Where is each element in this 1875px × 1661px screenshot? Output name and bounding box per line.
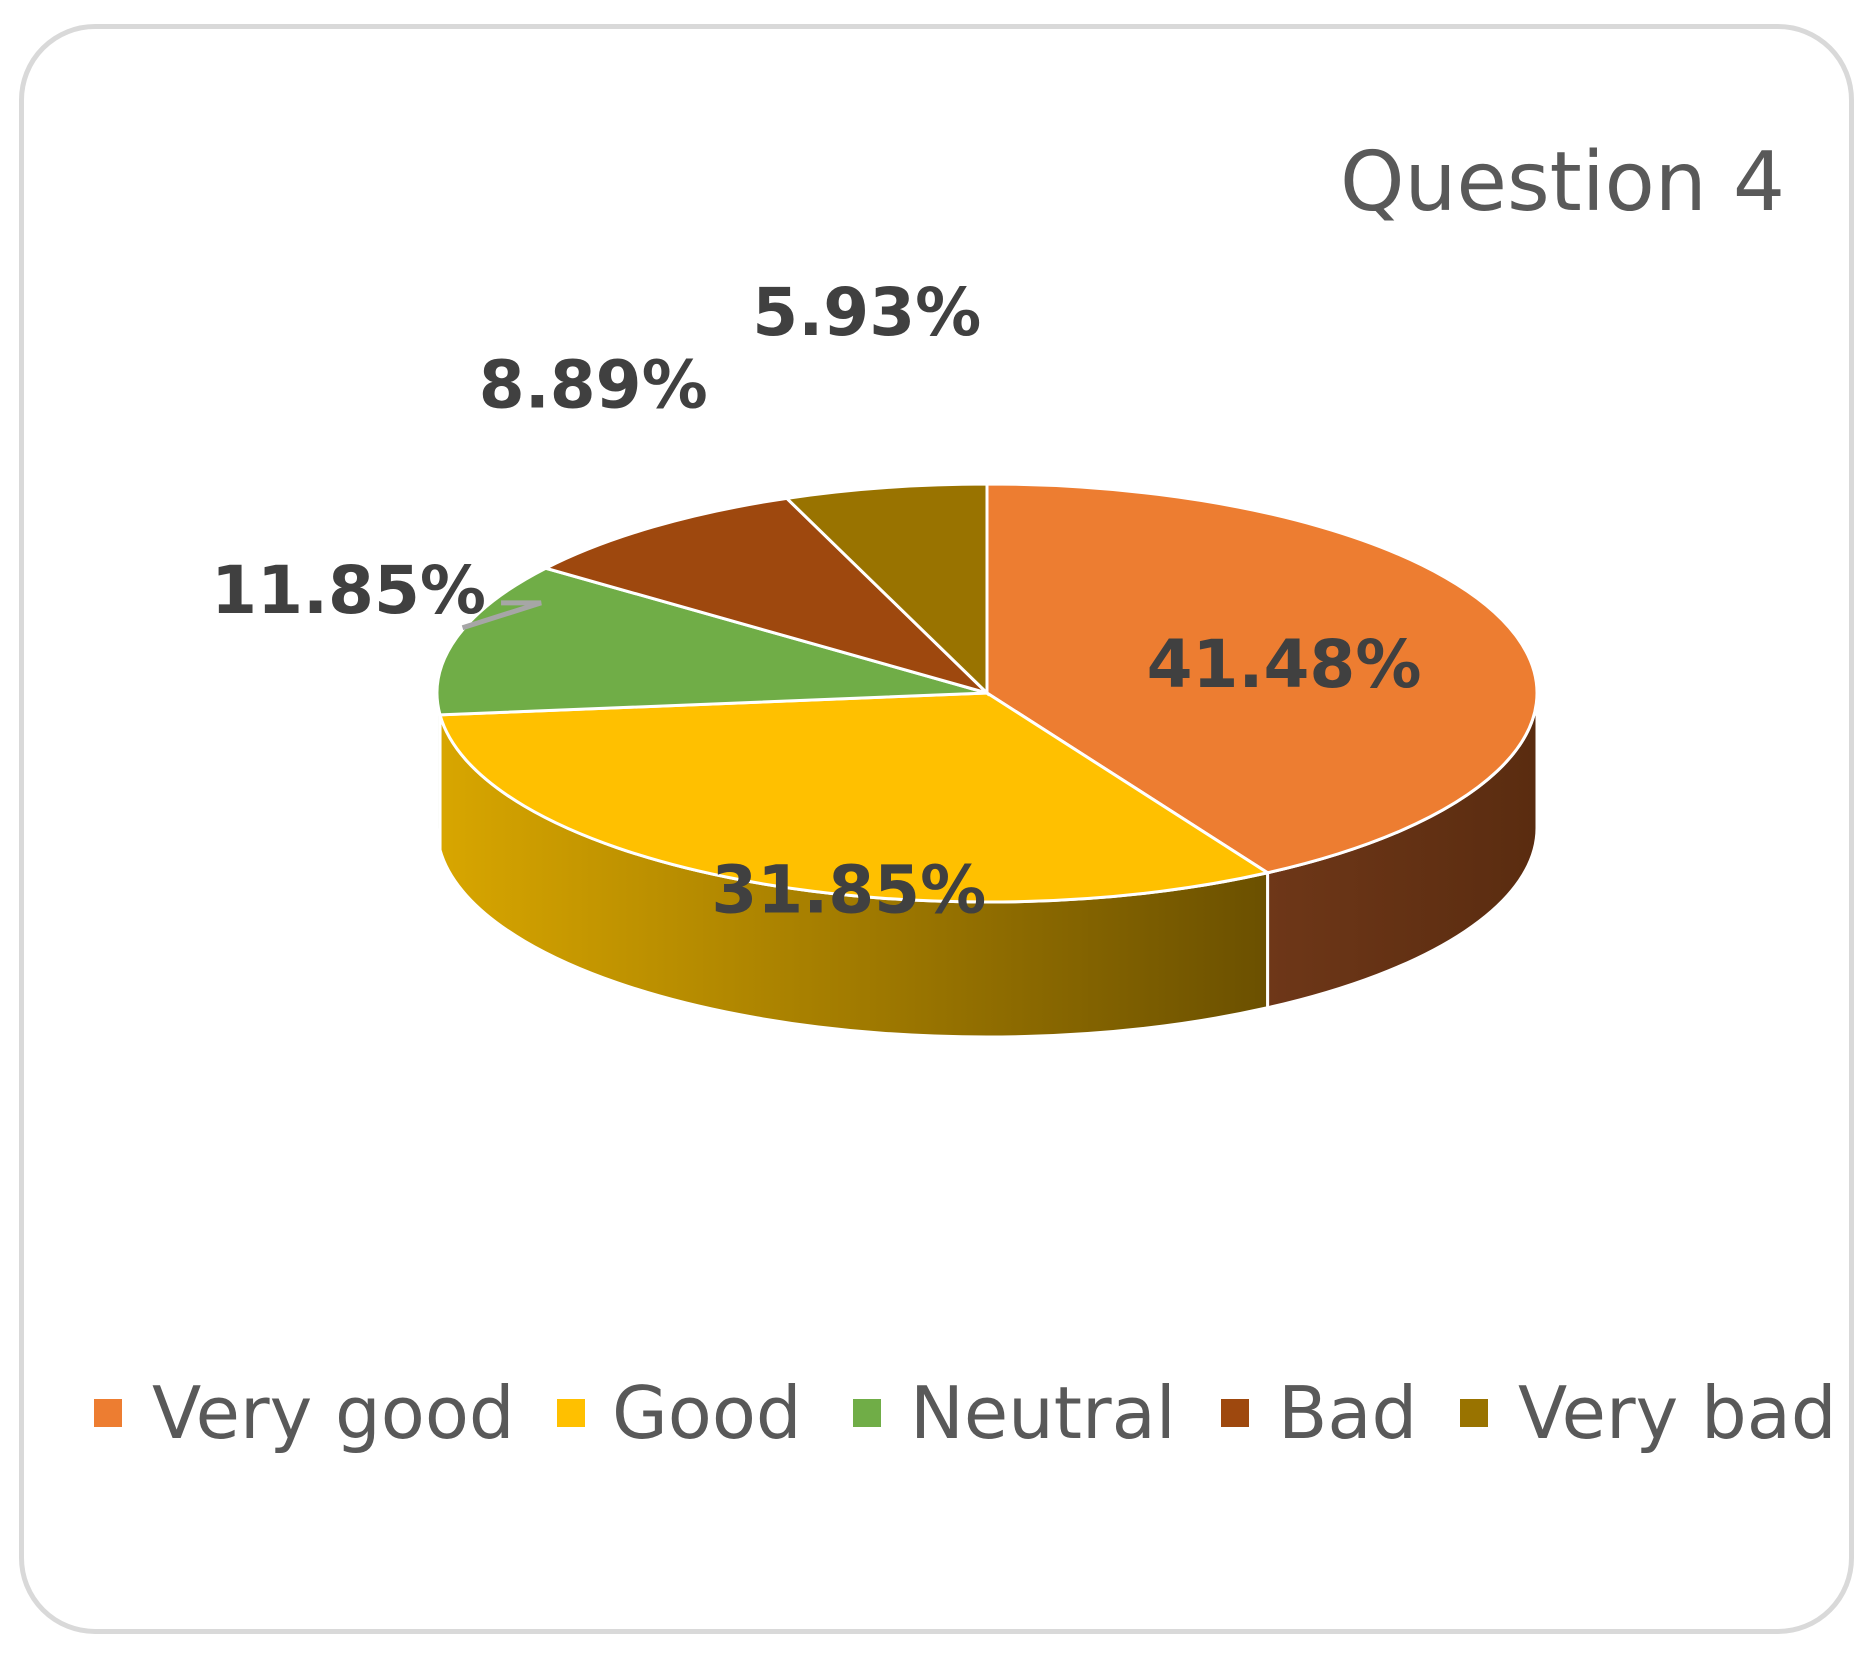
pie-slice-neutral bbox=[435, 566, 988, 717]
legend-label-neutral: Neutral bbox=[910, 1371, 1176, 1455]
pie-top-layer bbox=[435, 482, 1539, 904]
legend-swatch-very-good bbox=[94, 1399, 122, 1427]
legend-swatch-neutral bbox=[853, 1399, 881, 1427]
legend-swatch-good bbox=[557, 1399, 585, 1427]
pie-slice-good bbox=[438, 691, 1272, 904]
data-label-bad: 8.89% bbox=[479, 347, 708, 424]
legend-swatch-bad bbox=[1221, 1399, 1249, 1427]
data-label-layer: 41.48% 31.85% 11.85% 8.89% 5.93% bbox=[211, 274, 1421, 929]
legend-label-very-good: Very good bbox=[152, 1371, 515, 1455]
data-label-very-bad: 5.93% bbox=[752, 274, 981, 351]
data-label-neutral: 11.85% bbox=[211, 552, 486, 629]
pie-slice-very-bad bbox=[783, 482, 989, 697]
legend-label-very-bad: Very bad bbox=[1518, 1371, 1837, 1455]
leader-line-neutral bbox=[461, 600, 542, 631]
data-label-good: 31.85% bbox=[711, 852, 986, 929]
pie-slice-very-good bbox=[985, 482, 1539, 875]
legend-label-bad: Bad bbox=[1278, 1371, 1417, 1455]
legend: Very good Good Neutral Bad Very bad bbox=[94, 1371, 1837, 1455]
chart-title: Question 4 bbox=[1340, 135, 1785, 230]
pie-slice-bad bbox=[541, 496, 989, 695]
legend-label-good: Good bbox=[612, 1371, 802, 1455]
legend-swatch-very-bad bbox=[1460, 1399, 1488, 1427]
data-label-very-good: 41.48% bbox=[1147, 626, 1422, 703]
